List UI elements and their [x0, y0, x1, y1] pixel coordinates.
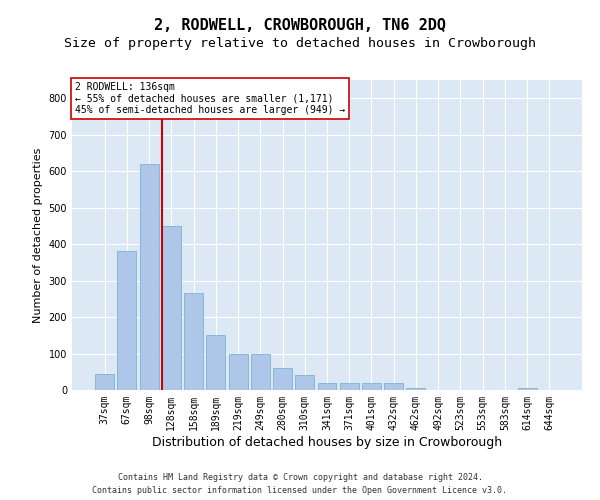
Bar: [206, 336, 225, 390]
Bar: [95, 374, 114, 390]
Bar: [118, 252, 136, 390]
Bar: [251, 354, 270, 390]
Bar: [140, 164, 158, 390]
Bar: [184, 294, 203, 390]
Bar: [295, 376, 314, 390]
Bar: [340, 382, 359, 390]
Bar: [406, 388, 425, 390]
X-axis label: Distribution of detached houses by size in Crowborough: Distribution of detached houses by size …: [152, 436, 502, 448]
Text: Contains HM Land Registry data © Crown copyright and database right 2024.
Contai: Contains HM Land Registry data © Crown c…: [92, 474, 508, 495]
Text: 2, RODWELL, CROWBOROUGH, TN6 2DQ: 2, RODWELL, CROWBOROUGH, TN6 2DQ: [154, 18, 446, 32]
Text: Size of property relative to detached houses in Crowborough: Size of property relative to detached ho…: [64, 38, 536, 51]
Y-axis label: Number of detached properties: Number of detached properties: [33, 148, 43, 322]
Bar: [229, 354, 248, 390]
Bar: [362, 382, 381, 390]
Bar: [273, 368, 292, 390]
Bar: [384, 382, 403, 390]
Text: 2 RODWELL: 136sqm
← 55% of detached houses are smaller (1,171)
45% of semi-detac: 2 RODWELL: 136sqm ← 55% of detached hous…: [74, 82, 345, 115]
Bar: [317, 382, 337, 390]
Bar: [518, 388, 536, 390]
Bar: [162, 226, 181, 390]
